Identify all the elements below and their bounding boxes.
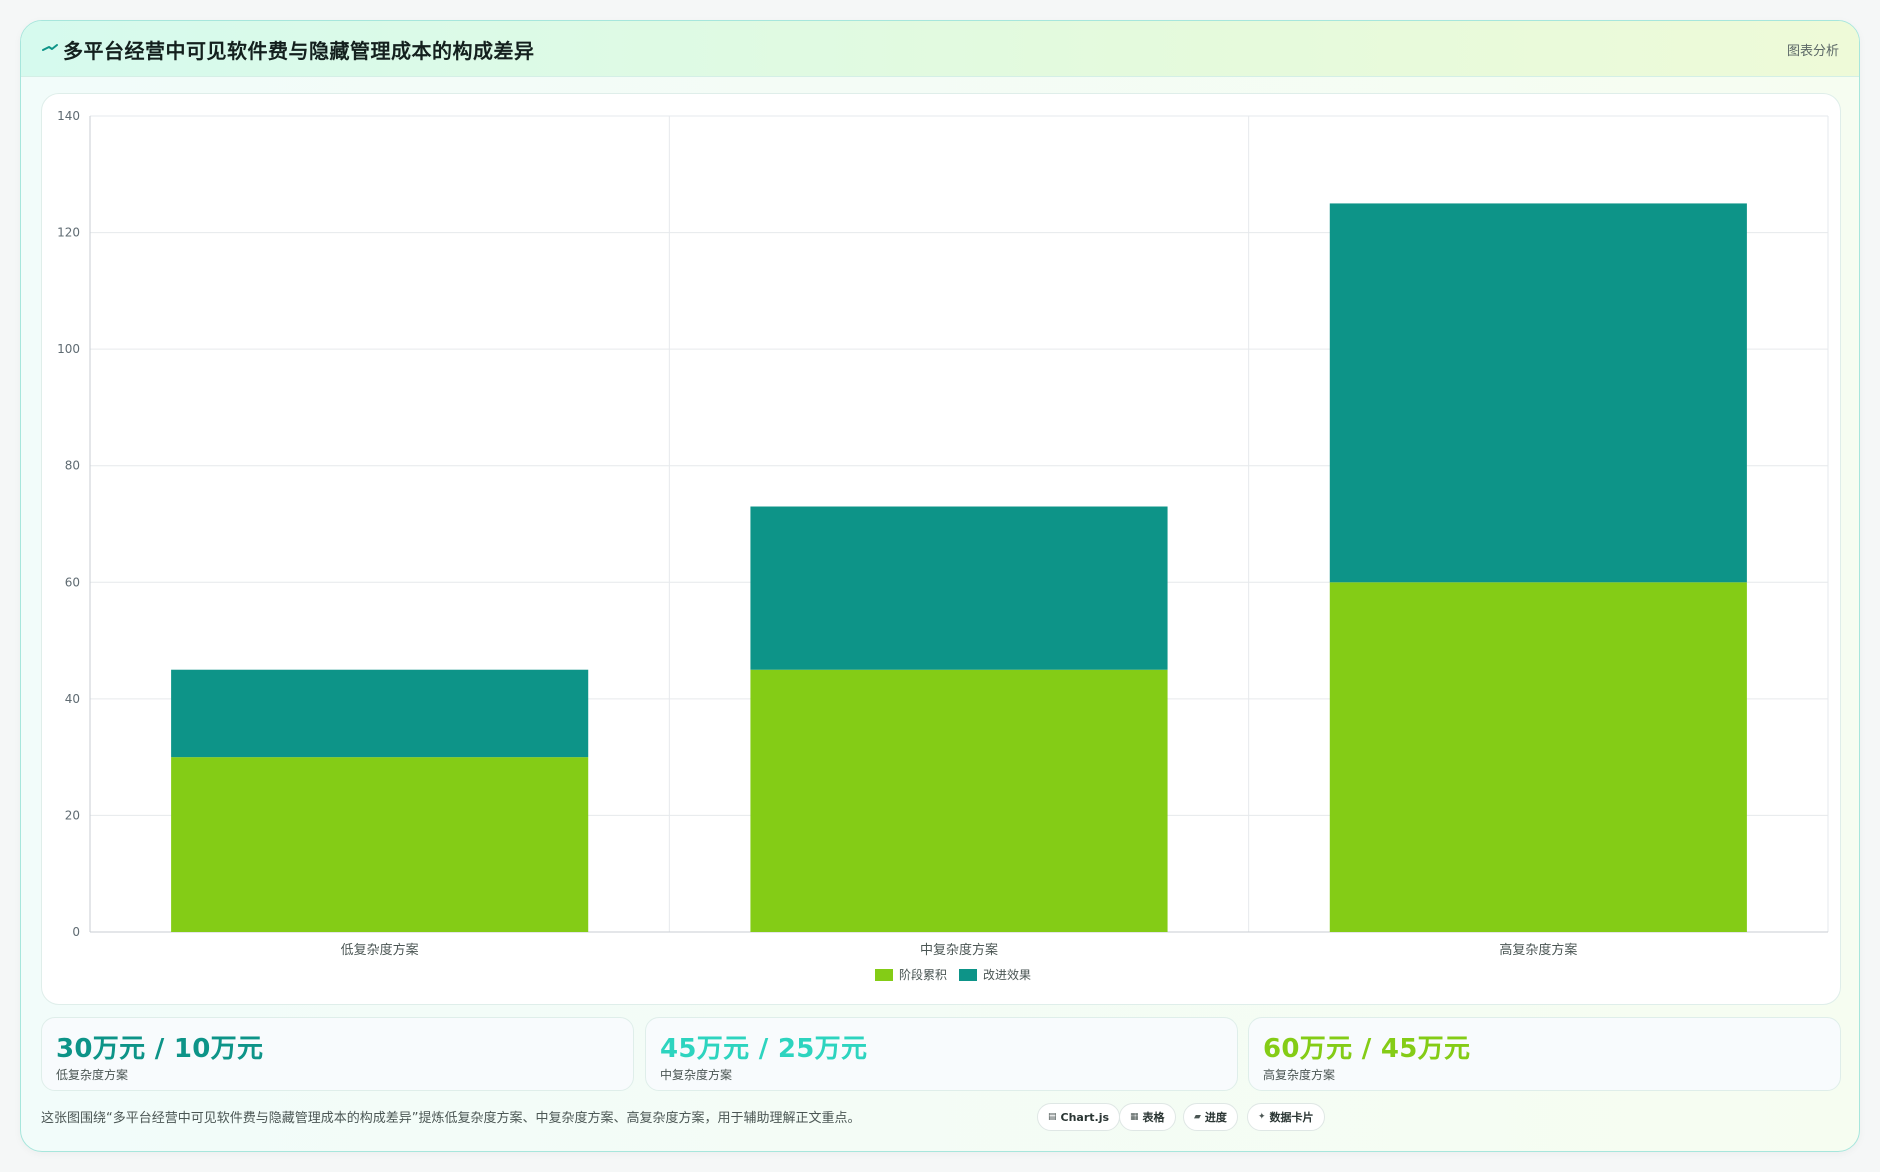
chip-label: 进度 (1204, 1111, 1227, 1124)
stat-label: 低复杂度方案 (56, 1068, 129, 1082)
chart-caption: 这张图围绕“多平台经营中可见软件费与隐藏管理成本的构成差异”提炼低复杂度方案、中… (41, 1111, 861, 1126)
chart-analysis-tag: 图表分析 (1786, 44, 1839, 59)
progress-icon: ▰ (1194, 1112, 1201, 1122)
x-tick-label: 低复杂度方案 (341, 942, 419, 958)
chip-table[interactable]: ▦ 表格 (1119, 1103, 1176, 1131)
bar-segment-stage-accumulation (171, 757, 589, 932)
sparkle-line-icon (42, 44, 58, 51)
chip-label: 表格 (1142, 1111, 1165, 1124)
y-tick-label: 0 (72, 925, 80, 939)
y-tick-label: 80 (65, 459, 80, 473)
chip-progress[interactable]: ▰ 进度 (1183, 1103, 1238, 1131)
stat-label: 高复杂度方案 (1263, 1068, 1336, 1082)
legend-label: 改进效果 (983, 967, 1031, 982)
table-icon: ▦ (1130, 1112, 1139, 1122)
legend-label: 阶段累积 (899, 967, 947, 982)
bar-segment-improvement-effect (171, 669, 589, 758)
y-tick-label: 60 (65, 575, 80, 589)
x-tick-label: 中复杂度方案 (920, 942, 998, 958)
stacked-bar-chart: 0 20 40 60 80 100 120 140 低复杂度方案 中复杂度方案 高复杂度方案阶段累积… (57, 109, 1829, 982)
y-tick-label: 140 (57, 109, 80, 123)
card-header: 多平台经营中可见软件费与隐藏管理成本的构成差异 图表分析 (21, 21, 1859, 77)
x-tick-label: 高复杂度方案 (1499, 942, 1577, 958)
chart-title: 多平台经营中可见软件费与隐藏管理成本的构成差异 (63, 39, 535, 63)
legend-swatch (875, 969, 893, 981)
stat-value: 60万元 / 45万元 (1263, 1034, 1471, 1064)
bar-segment-improvement-effect (750, 506, 1168, 670)
legend-swatch (959, 969, 977, 981)
stat-value: 45万元 / 25万元 (660, 1034, 868, 1064)
y-tick-label: 40 (65, 692, 80, 706)
stat-label: 中复杂度方案 (660, 1068, 733, 1082)
chip-label: Chart.js (1060, 1110, 1110, 1124)
stat-card-low: 30万元 / 10万元 低复杂度方案 (41, 1017, 634, 1091)
stat-cards: 30万元 / 10万元 低复杂度方案 45万元 / 25万元 中复杂度方案 60… (41, 1017, 1841, 1091)
sparkle-icon: ✦ (1258, 1112, 1266, 1122)
chip-data-card[interactable]: ✦ 数据卡片 (1247, 1103, 1325, 1131)
chart-icon: ▤ (1048, 1112, 1057, 1122)
chart-panel: 0 20 40 60 80 100 120 140 低复杂度方案 中复杂度方案 高复杂度方案阶段累积… (41, 93, 1841, 1005)
stat-card-high: 60万元 / 45万元 高复杂度方案 (1248, 1017, 1841, 1091)
chart-card: 多平台经营中可见软件费与隐藏管理成本的构成差异 图表分析 0 20 40 60 80 10… (20, 20, 1860, 1152)
bar-segment-stage-accumulation (1329, 582, 1747, 932)
stat-card-mid: 45万元 / 25万元 中复杂度方案 (645, 1017, 1238, 1091)
chip-chartjs[interactable]: ▤ Chart.js (1037, 1103, 1121, 1131)
chip-label: 数据卡片 (1269, 1111, 1314, 1124)
bar-segment-improvement-effect (1329, 203, 1747, 583)
y-tick-label: 20 (65, 808, 80, 822)
bar-segment-stage-accumulation (750, 669, 1168, 932)
stat-value: 30万元 / 10万元 (56, 1034, 264, 1064)
y-tick-label: 100 (57, 342, 80, 356)
y-tick-label: 120 (57, 226, 80, 240)
